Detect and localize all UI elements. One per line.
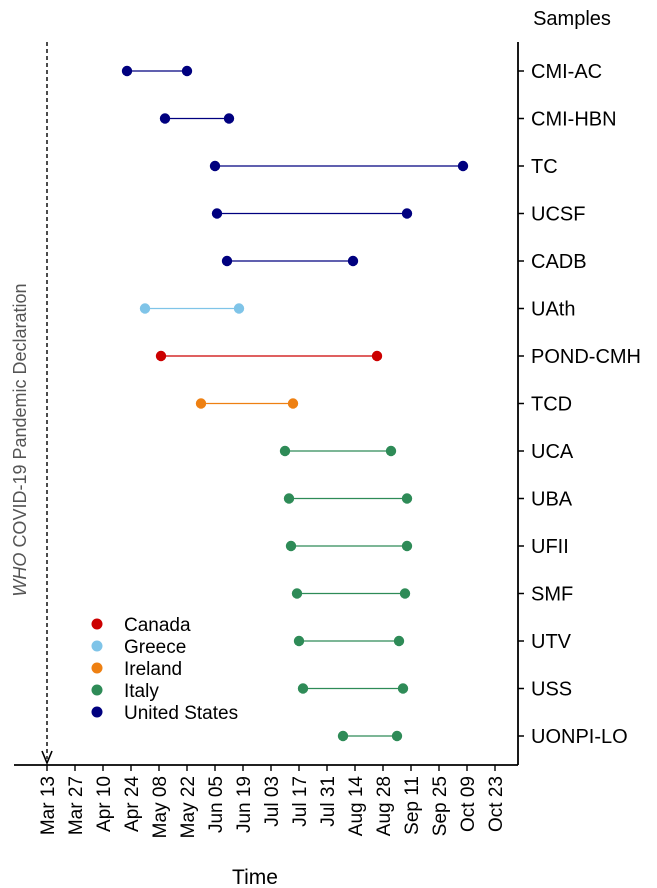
start-point-ufii [285,540,297,552]
start-point-cadb [221,255,233,267]
end-point-smf [399,588,411,599]
who-declaration-arrow [41,750,53,766]
end-point-tc [457,160,469,172]
x-tick-label: Jul 03 [262,776,283,827]
x-axis-title: Time [232,866,278,888]
y-tick-label: TC [531,156,558,178]
end-point-uss [397,683,409,694]
x-tick-label: May 08 [150,776,171,838]
legend-marker-ireland [91,662,103,674]
end-point-utv [393,635,405,647]
x-tick-label: Aug 14 [346,776,367,837]
y-tick-label: UAth [531,299,575,321]
end-point-tcd [287,398,299,409]
x-tick-label: Oct 23 [486,776,507,832]
start-point-uonpi-lo [337,730,349,742]
legend-label: United States [124,703,238,724]
legend-marker-canada [91,618,103,630]
legend-label: Greece [124,637,186,658]
who-declaration-label: WHO COVID-19 Pandemic Declaration [10,283,30,596]
start-point-uss [297,683,309,694]
y-tick-label: UTV [531,631,572,653]
end-point-uonpi-lo [391,730,403,742]
x-tick-label: Jun 05 [206,776,227,833]
y-tick-label: UBA [531,489,573,511]
start-point-uba [283,493,295,504]
y-tick-label: CMI-AC [531,61,602,83]
x-tick-label: Apr 24 [122,776,143,832]
end-point-pond-cmh [371,350,383,362]
end-point-ucsf [401,208,413,219]
legend-label: Italy [124,681,159,702]
x-tick-label: Jun 19 [234,776,255,833]
end-point-uca [385,445,397,457]
y-tick-label: SMF [531,584,573,606]
x-tick-label: Mar 13 [38,776,59,835]
end-point-uath [233,303,245,314]
y-tick-label: UCA [531,441,574,463]
y-tick-label: UFII [531,536,569,558]
end-point-cmi-ac [181,65,193,77]
start-point-pond-cmh [155,350,167,362]
x-tick-label: Oct 09 [458,776,479,832]
start-point-tcd [195,398,207,409]
who-declaration-label-rest: COVID-19 Pandemic Declaration [10,283,30,552]
end-point-uba [401,493,413,504]
legend-marker-united-states [91,706,103,718]
start-point-utv [293,635,305,647]
x-tick-label: Jul 17 [290,776,311,827]
y-tick-label: CADB [531,251,587,273]
start-point-ucsf [211,208,223,219]
start-point-cmi-ac [121,65,133,77]
x-tick-label: Aug 28 [374,776,395,836]
x-tick-label: Mar 27 [66,776,87,835]
end-point-cmi-hbn [223,113,235,124]
y-tick-label: CMI-HBN [531,109,617,131]
x-tick-label: May 22 [178,776,199,838]
legend-marker-italy [91,684,103,696]
start-point-smf [291,588,303,599]
start-point-uath [139,303,151,314]
legend-label: Canada [124,615,191,636]
end-point-cadb [347,255,359,267]
y-tick-label: USS [531,679,572,701]
legend-marker-greece [91,640,103,652]
start-point-uca [279,445,291,457]
y-tick-label: TCD [531,394,572,416]
who-declaration-label-italic: WHO [10,553,30,597]
legend-label: Ireland [124,659,182,680]
y-tick-label: POND-CMH [531,346,641,368]
x-tick-label: Sep 25 [430,776,451,836]
y-tick-label: UCSF [531,204,585,226]
x-tick-label: Apr 10 [94,776,115,832]
x-tick-label: Sep 11 [402,776,423,835]
start-point-tc [209,160,221,172]
samples-axis-title: Samples [533,8,611,30]
y-tick-label: UONPI-LO [531,726,628,748]
end-point-ufii [401,540,413,552]
start-point-cmi-hbn [159,113,171,124]
x-tick-label: Jul 31 [318,776,339,827]
